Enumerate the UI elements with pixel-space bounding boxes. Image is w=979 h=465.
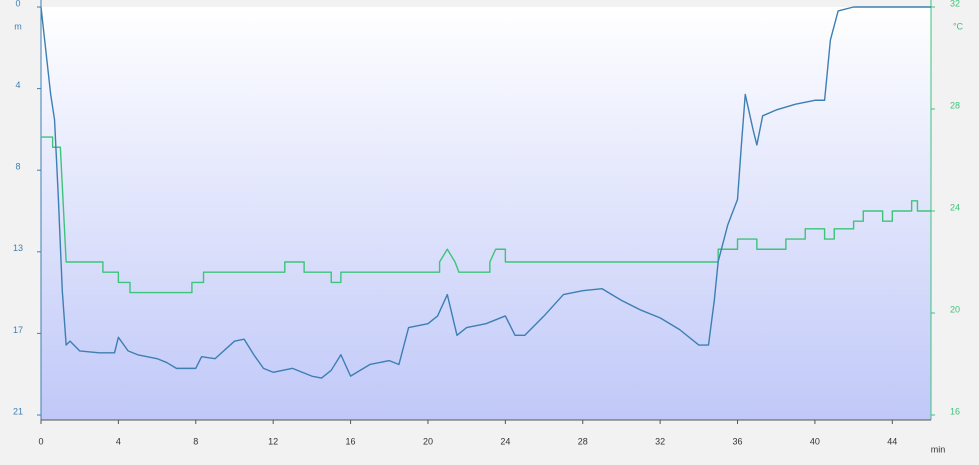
y2-tick-label: 28 — [950, 100, 960, 110]
x-tick-label: 24 — [500, 436, 510, 446]
y2-tick-label: 16 — [950, 406, 960, 416]
x-tick-label: 20 — [423, 436, 433, 446]
x-tick-label: 28 — [578, 436, 588, 446]
x-tick-label: 8 — [193, 436, 198, 446]
y2-tick-label: 24 — [950, 202, 960, 212]
data-line — [40, 6, 931, 379]
y2-tick-label: 32 — [950, 0, 960, 8]
y-tick-label: 0 — [15, 0, 20, 8]
y-tick-label: 4 — [15, 80, 20, 90]
y-axis-label: m — [14, 21, 22, 31]
x-tick-label: 36 — [733, 436, 743, 446]
x-tick-label: 0 — [38, 436, 43, 446]
x-tick-label: 4 — [116, 436, 121, 446]
x-tick-label: 40 — [810, 436, 820, 446]
x-tick-label: 44 — [887, 436, 897, 446]
y2-tick-label: 20 — [950, 304, 960, 314]
y-tick-label: 17 — [13, 325, 23, 335]
x-tick-label: 16 — [346, 436, 356, 446]
x-tick-label: 12 — [268, 436, 278, 446]
y-tick-label: 21 — [13, 406, 23, 416]
y-tick-label: 8 — [15, 162, 20, 172]
data-line — [41, 136, 931, 294]
x-axis-label: min — [931, 444, 946, 454]
plot-area — [41, 7, 931, 420]
x-tick-label: 32 — [655, 436, 665, 446]
y2-axis-label: °C — [953, 21, 964, 31]
y-tick-label: 13 — [13, 243, 23, 253]
